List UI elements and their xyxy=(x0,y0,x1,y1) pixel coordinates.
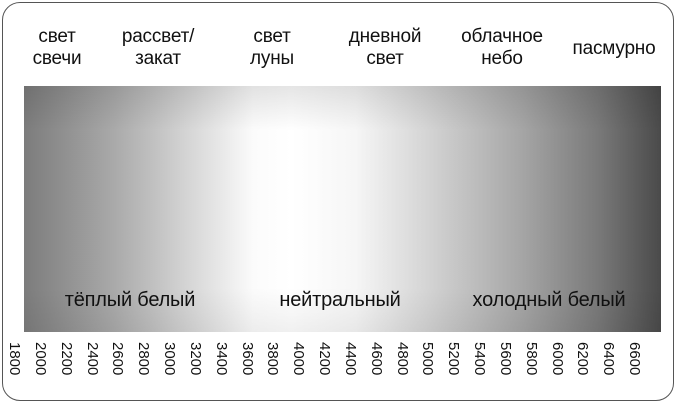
scale-tick-label: 3800 xyxy=(264,342,282,376)
scale-tick-label: 4400 xyxy=(341,342,359,376)
label-daylight: дневной свет xyxy=(348,26,422,69)
kelvin-scale: 1800 2000 2200 2400 2600 2800 3000 3200 3400 3600… xyxy=(0,342,678,392)
scale-tick-label: 3200 xyxy=(186,342,204,376)
label-cloudy-sky: облачное небо xyxy=(461,26,543,69)
scale-tick-label: 3000 xyxy=(161,342,178,376)
scale-tick-label: 3400 xyxy=(212,342,230,376)
scale-tick-label: 1800 xyxy=(6,342,23,376)
scale-tick-label: 6600 xyxy=(626,342,643,376)
zone-warm-white: тёплый белый xyxy=(64,289,196,311)
scale-tick-label: 4000 xyxy=(290,342,308,376)
scale-tick-label: 4200 xyxy=(316,342,333,376)
scale-tick-label: 6000 xyxy=(548,342,566,376)
scale-tick-label: 5800 xyxy=(522,342,540,376)
scale-tick-label: 6400 xyxy=(600,342,618,376)
label-moonlight: свет луны xyxy=(250,26,294,69)
zone-cool-white: холодный белый xyxy=(472,289,626,311)
scale-tick-label: 5000 xyxy=(419,342,437,376)
scale-tick-label: 3600 xyxy=(238,342,256,376)
scale-tick-label: 5400 xyxy=(471,342,488,376)
scale-tick-label: 6200 xyxy=(574,342,592,376)
scale-tick-label: 2400 xyxy=(83,342,101,376)
zone-neutral: нейтральный xyxy=(279,289,401,311)
label-overcast: пасмурно xyxy=(572,38,656,59)
scale-tick-label: 5600 xyxy=(496,342,514,376)
scale-tick-label: 2600 xyxy=(109,342,127,376)
scale-tick-label: 4600 xyxy=(367,342,385,376)
scale-tick-label: 2000 xyxy=(31,342,49,376)
label-sunrise-sunset: рассвет/ закат xyxy=(121,26,195,69)
light-source-labels: свет свечи рассвет/ закат свет луны днев… xyxy=(0,26,678,76)
label-candle-light: свет свечи xyxy=(32,26,82,69)
scale-tick-label: 2200 xyxy=(57,342,75,376)
scale-tick-label: 4800 xyxy=(393,342,411,376)
scale-tick-label: 2800 xyxy=(135,342,153,376)
color-temperature-gradient xyxy=(24,86,661,332)
scale-tick-label: 5200 xyxy=(445,342,463,376)
